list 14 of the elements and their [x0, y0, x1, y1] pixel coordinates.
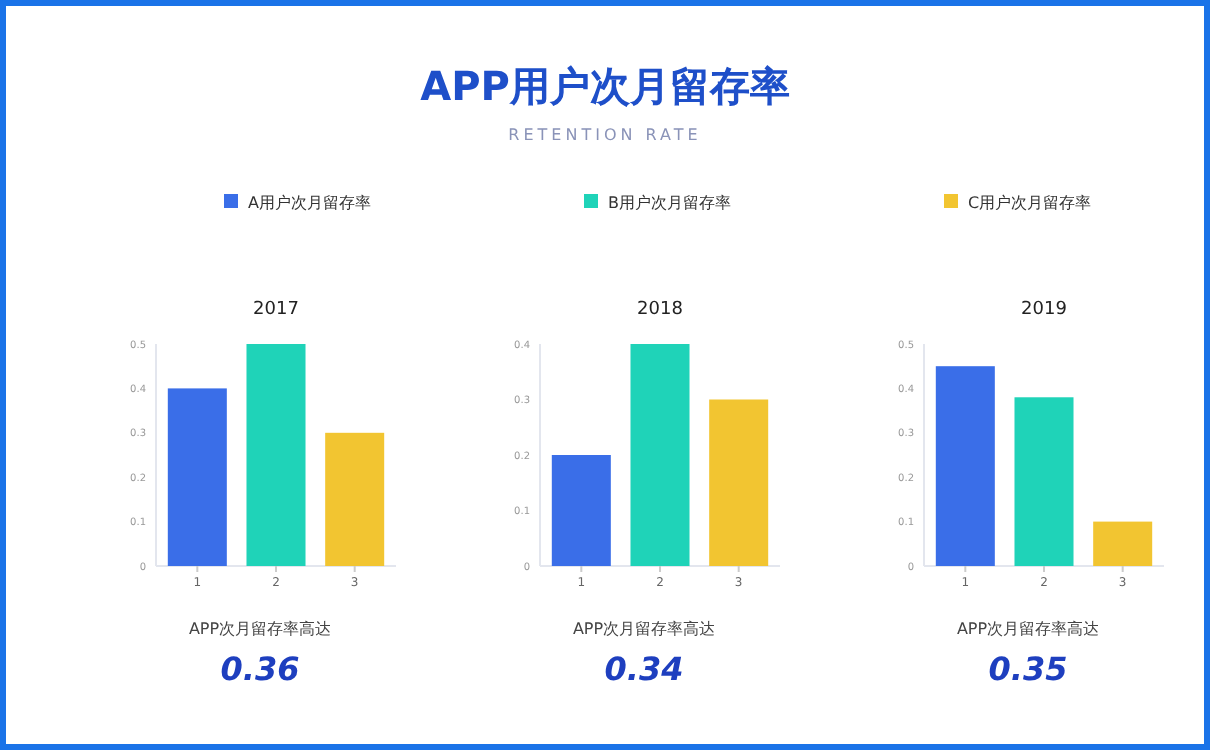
text: APP次月留存率高达 — [188, 620, 332, 638]
text: APP用户次月留存率 — [420, 62, 790, 110]
text: RETENTION RATE — [508, 126, 702, 144]
text: 0.35 — [988, 650, 1068, 688]
chart-title: 2019 — [1021, 300, 1068, 320]
chart-title: 2018 — [637, 300, 684, 320]
legend-label: C用户次月留存率 — [968, 193, 1092, 212]
text: 0.36 — [220, 650, 300, 688]
legend-label: A用户次月留存率 — [248, 193, 371, 212]
text: APP次月留存率高达 — [956, 620, 1100, 638]
text: APP次月留存率高达 — [572, 620, 716, 638]
text: 0.34 — [604, 650, 684, 688]
chart-title: 2017 — [253, 300, 299, 320]
legend-label: B用户次月留存率 — [608, 193, 731, 212]
